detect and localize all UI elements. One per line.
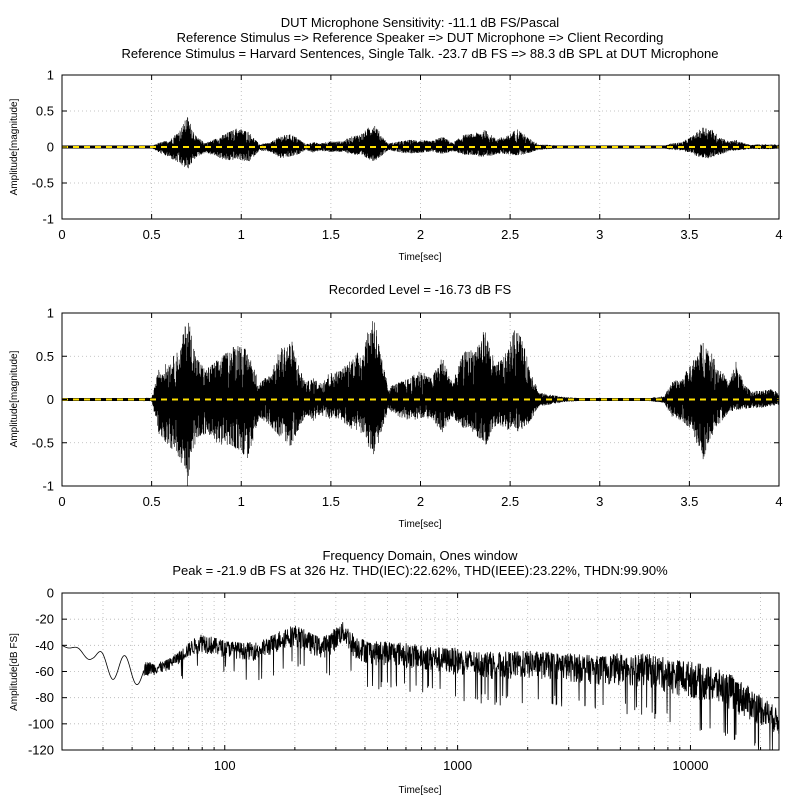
y-tick-label: 0.5 xyxy=(36,104,54,119)
panel-2-waveform-recorded: 0 0.5 1 1.5 2 2.5 3 3.5 4 -1 -0.5 0 0.5 1 xyxy=(32,306,783,510)
panel-3-title: Frequency Domain, Ones window xyxy=(322,548,518,563)
x-tick-label: 1.5 xyxy=(322,494,340,509)
x-tick-label: 2.5 xyxy=(501,494,519,509)
y-tick-label: 1 xyxy=(47,306,54,321)
x-tick-label: 100 xyxy=(214,758,236,773)
panel-2-ylabel: Amplitude[magnitude] xyxy=(9,350,20,447)
panel-3-spectrum: 100 1000 10000 -120 -100 -80 -60 -40 -20 0 xyxy=(28,586,780,773)
x-tick-label: 3.5 xyxy=(680,494,698,509)
y-tick-label: -120 xyxy=(28,743,54,758)
panel-1-ticks: 0 0.5 1 1.5 2 2.5 3 3.5 4 -1 -0.5 0 0.5 1 xyxy=(32,68,783,243)
y-tick-label: -40 xyxy=(35,638,54,653)
x-tick-label: 0.5 xyxy=(143,494,161,509)
x-tick-label: 2 xyxy=(417,494,424,509)
panel-3-ylabel: Amplitude[dB FS] xyxy=(9,633,20,711)
panel-3-series xyxy=(61,622,780,751)
panel-2-ticks: 0 0.5 1 1.5 2 2.5 3 3.5 4 -1 -0.5 0 0.5 1 xyxy=(32,306,783,510)
y-tick-label: -60 xyxy=(35,664,54,679)
panel-3-xlabel: Time[sec] xyxy=(399,785,442,796)
y-tick-label: 0 xyxy=(47,586,54,601)
y-tick-label: 0 xyxy=(47,140,54,155)
spectrum-trace xyxy=(61,622,780,751)
panel-3-ticks: 100 1000 10000 -120 -100 -80 -60 -40 -20 0 xyxy=(28,586,779,773)
x-tick-label: 0.5 xyxy=(143,227,161,242)
y-tick-label: 0 xyxy=(47,392,54,407)
panel-3-subtitle-1: Peak = -21.9 dB FS at 326 Hz. THD(IEC):2… xyxy=(172,563,668,578)
x-tick-label: 3.5 xyxy=(680,227,698,242)
x-tick-label: 3 xyxy=(596,227,603,242)
panel-1-ylabel: Amplitude[magnitude] xyxy=(9,98,20,195)
y-tick-label: -0.5 xyxy=(32,435,54,450)
x-tick-label: 2 xyxy=(417,227,424,242)
panel-2-xlabel: Time[sec] xyxy=(399,519,442,530)
x-tick-label: 1.5 xyxy=(322,227,340,242)
x-tick-label: 1 xyxy=(238,227,245,242)
x-tick-label: 2.5 xyxy=(501,227,519,242)
panel-1-xlabel: Time[sec] xyxy=(399,252,442,263)
x-tick-label: 1 xyxy=(238,494,245,509)
y-tick-label: -80 xyxy=(35,690,54,705)
panel-1-series xyxy=(62,117,780,169)
panel-2-grid xyxy=(62,313,779,486)
y-tick-label: 1 xyxy=(47,68,54,83)
y-tick-label: -100 xyxy=(28,716,54,731)
panel-1-waveform-reference: 0 0.5 1 1.5 2 2.5 3 3.5 4 -1 -0.5 0 0.5 1 xyxy=(32,68,783,243)
x-tick-label: 4 xyxy=(775,227,782,242)
panel-2-title: Recorded Level = -16.73 dB FS xyxy=(329,282,512,297)
x-tick-label: 1000 xyxy=(443,758,472,773)
panel-2-series xyxy=(62,321,780,486)
y-tick-label: -1 xyxy=(42,212,54,227)
x-tick-label: 4 xyxy=(775,494,782,509)
x-tick-label: 10000 xyxy=(672,758,708,773)
y-tick-label: -1 xyxy=(42,479,54,494)
x-tick-label: 0 xyxy=(58,227,65,242)
x-tick-label: 0 xyxy=(58,494,65,509)
panel-1-subtitle-2: Reference Stimulus = Harvard Sentences, … xyxy=(122,46,719,61)
y-tick-label: 0.5 xyxy=(36,349,54,364)
panel-1-title: DUT Microphone Sensitivity: -11.1 dB FS/… xyxy=(281,15,560,30)
y-tick-label: -0.5 xyxy=(32,176,54,191)
y-tick-label: -20 xyxy=(35,612,54,627)
x-tick-label: 3 xyxy=(596,494,603,509)
panel-1-subtitle-1: Reference Stimulus => Reference Speaker … xyxy=(177,30,664,45)
